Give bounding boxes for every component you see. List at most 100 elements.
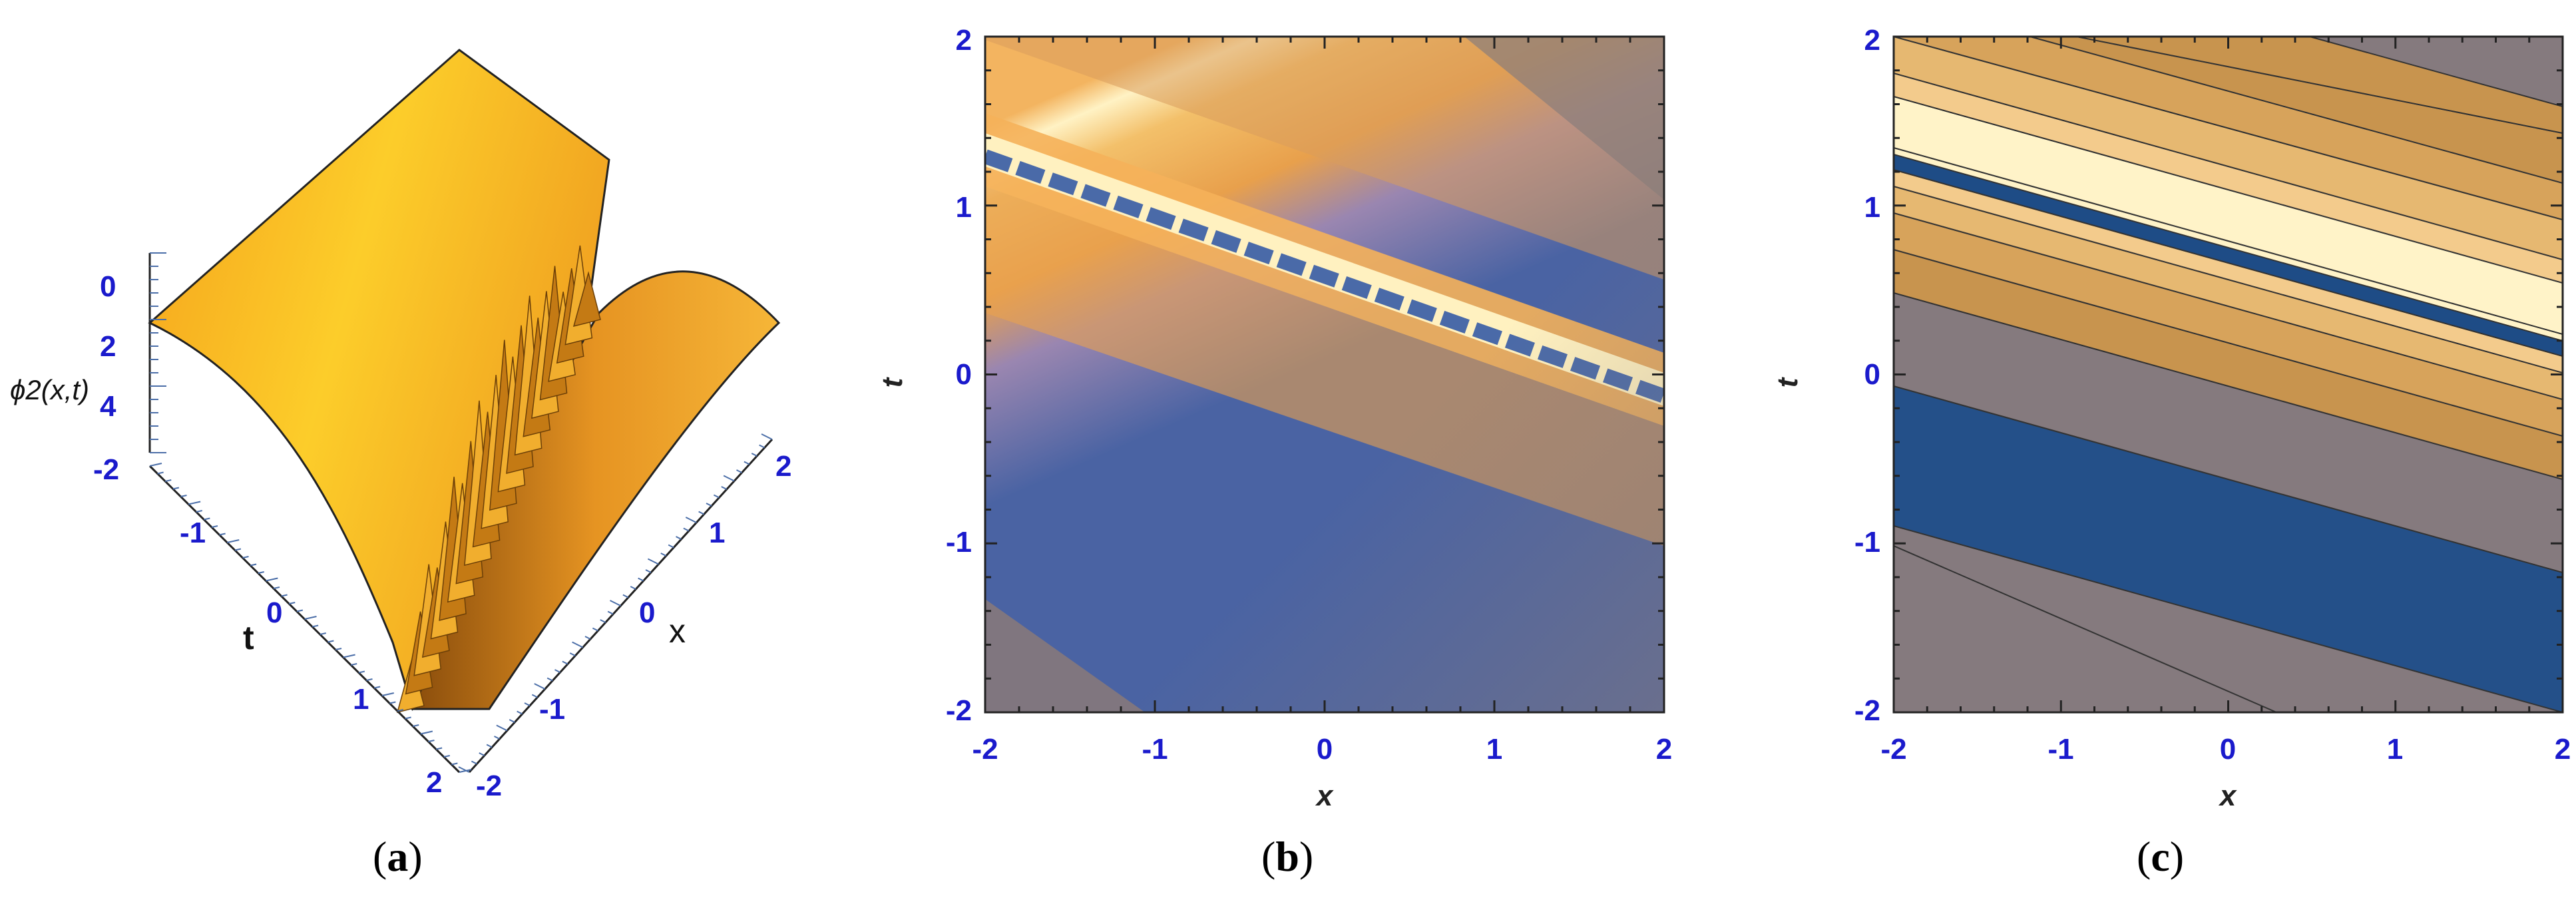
- tick-mark: [165, 479, 172, 482]
- tick-mark: [351, 663, 357, 666]
- panel-b-heatmap: -2 -1 0 1 2 -2 -1 0 1 2 x t: [876, 24, 1672, 812]
- tick-mark: [327, 640, 334, 643]
- axis-ticks-3d: [149, 252, 773, 773]
- t-tick: -2: [946, 694, 972, 727]
- t-tick: -1: [1854, 526, 1880, 559]
- tick-mark: [149, 463, 162, 467]
- tick-mark: [373, 686, 381, 689]
- tick-mark: [358, 670, 365, 674]
- x-tick: -2: [972, 733, 998, 766]
- tick-mark: [471, 760, 477, 765]
- tick-mark: [706, 503, 712, 507]
- x-tick: 2: [1656, 733, 1672, 766]
- frame-ticks: [1892, 35, 2564, 714]
- t-axis-label: t: [1771, 376, 1804, 387]
- tick-mark: [569, 652, 576, 656]
- tick-mark: [592, 627, 598, 632]
- tick-mark: [211, 525, 218, 528]
- tick-mark: [494, 736, 500, 740]
- t-tick: 2: [1864, 24, 1880, 57]
- tick-mark: [562, 660, 568, 665]
- x-tick: 1: [1486, 733, 1502, 766]
- tick-mark: [534, 683, 546, 690]
- x-tick: 1: [2387, 733, 2403, 766]
- t-tick: -2: [1854, 694, 1880, 727]
- tick-mark: [645, 569, 652, 573]
- x-axis-label: x: [2219, 780, 2237, 812]
- tick-mark: [721, 486, 728, 490]
- t-tick: 1: [1864, 191, 1880, 224]
- tick-mark: [554, 669, 560, 673]
- t-tick: 2: [426, 766, 442, 799]
- y-tick-labels: -2 -1 0 1 2: [1854, 24, 1880, 727]
- frame-ticks: [984, 35, 1665, 714]
- tick-mark: [584, 636, 591, 640]
- tick-mark: [668, 544, 674, 549]
- tick-mark: [366, 678, 373, 681]
- tick-mark: [517, 710, 523, 715]
- t-tick: 0: [956, 358, 972, 391]
- tick-mark: [258, 571, 264, 574]
- x-axis-label: x: [669, 612, 686, 650]
- x-tick: 0: [2220, 733, 2236, 766]
- tick-mark: [676, 536, 682, 540]
- tick-mark: [420, 730, 433, 735]
- caption-b: (b): [1261, 833, 1314, 880]
- t-tick: -1: [946, 526, 972, 559]
- x-tick-labels: -2 -1 0 1 2: [476, 450, 791, 802]
- tick-mark: [413, 724, 419, 727]
- t-tick: 0: [266, 596, 282, 629]
- t-axis-label: t: [876, 376, 909, 387]
- tick-mark: [443, 755, 450, 758]
- tick-mark: [713, 494, 720, 499]
- x-tick: -2: [1880, 733, 1906, 766]
- tick-mark: [761, 433, 773, 440]
- t-tick: 2: [956, 24, 972, 57]
- tick-mark: [428, 740, 435, 742]
- tick-mark: [157, 471, 164, 475]
- tick-mark: [296, 609, 304, 612]
- caption-c: (c): [2137, 833, 2185, 880]
- z-tick-labels: 0 2 4: [100, 270, 116, 423]
- y-tick-labels: -2 -1 0 1 2: [946, 24, 972, 727]
- tick-mark: [479, 752, 485, 756]
- tick-mark: [204, 517, 210, 521]
- z-tick: 4: [100, 390, 116, 423]
- tick-mark: [273, 586, 280, 589]
- tick-mark: [188, 501, 201, 505]
- tick-mark: [172, 487, 180, 490]
- t-tick-labels: -2 -1 0 1 2: [93, 453, 442, 799]
- tick-mark: [451, 762, 458, 766]
- x-tick-labels: -2 -1 0 1 2: [972, 733, 1672, 766]
- t-tick: -2: [93, 453, 119, 486]
- t-axis-label: t: [243, 619, 254, 656]
- tick-mark: [531, 694, 538, 698]
- caption-a: (a): [373, 833, 423, 880]
- x-tick: 0: [1317, 733, 1333, 766]
- tick-mark: [572, 641, 584, 648]
- panel-c-contour: -2 -1 0 1 2 -2 -1 0 1 2 x t: [1771, 24, 2571, 812]
- tick-mark: [389, 701, 396, 704]
- tick-mark: [622, 594, 629, 598]
- x-tick: -1: [2047, 733, 2073, 766]
- tick-mark: [610, 600, 621, 606]
- t-tick: 0: [1864, 358, 1880, 391]
- tick-mark: [304, 616, 317, 620]
- tick-mark: [242, 556, 249, 559]
- tick-mark: [496, 724, 508, 732]
- tick-mark: [509, 719, 515, 723]
- tick-mark: [343, 654, 355, 658]
- tick-mark: [266, 577, 278, 582]
- tick-mark: [250, 563, 257, 567]
- tick-mark: [381, 692, 394, 696]
- tick-mark: [698, 511, 705, 515]
- tick-mark: [751, 453, 757, 457]
- spike: [572, 271, 601, 328]
- tick-mark: [723, 475, 735, 482]
- tick-mark: [289, 602, 296, 604]
- tick-mark: [180, 495, 187, 497]
- panel-a-surface: 0 2 4 ϕ2(x,t) -2 -1 0 1 2 t -2 -1 0 1 2 …: [10, 49, 791, 802]
- tick-mark: [759, 444, 765, 449]
- tick-mark: [607, 610, 614, 615]
- surface-spikes: [396, 245, 601, 714]
